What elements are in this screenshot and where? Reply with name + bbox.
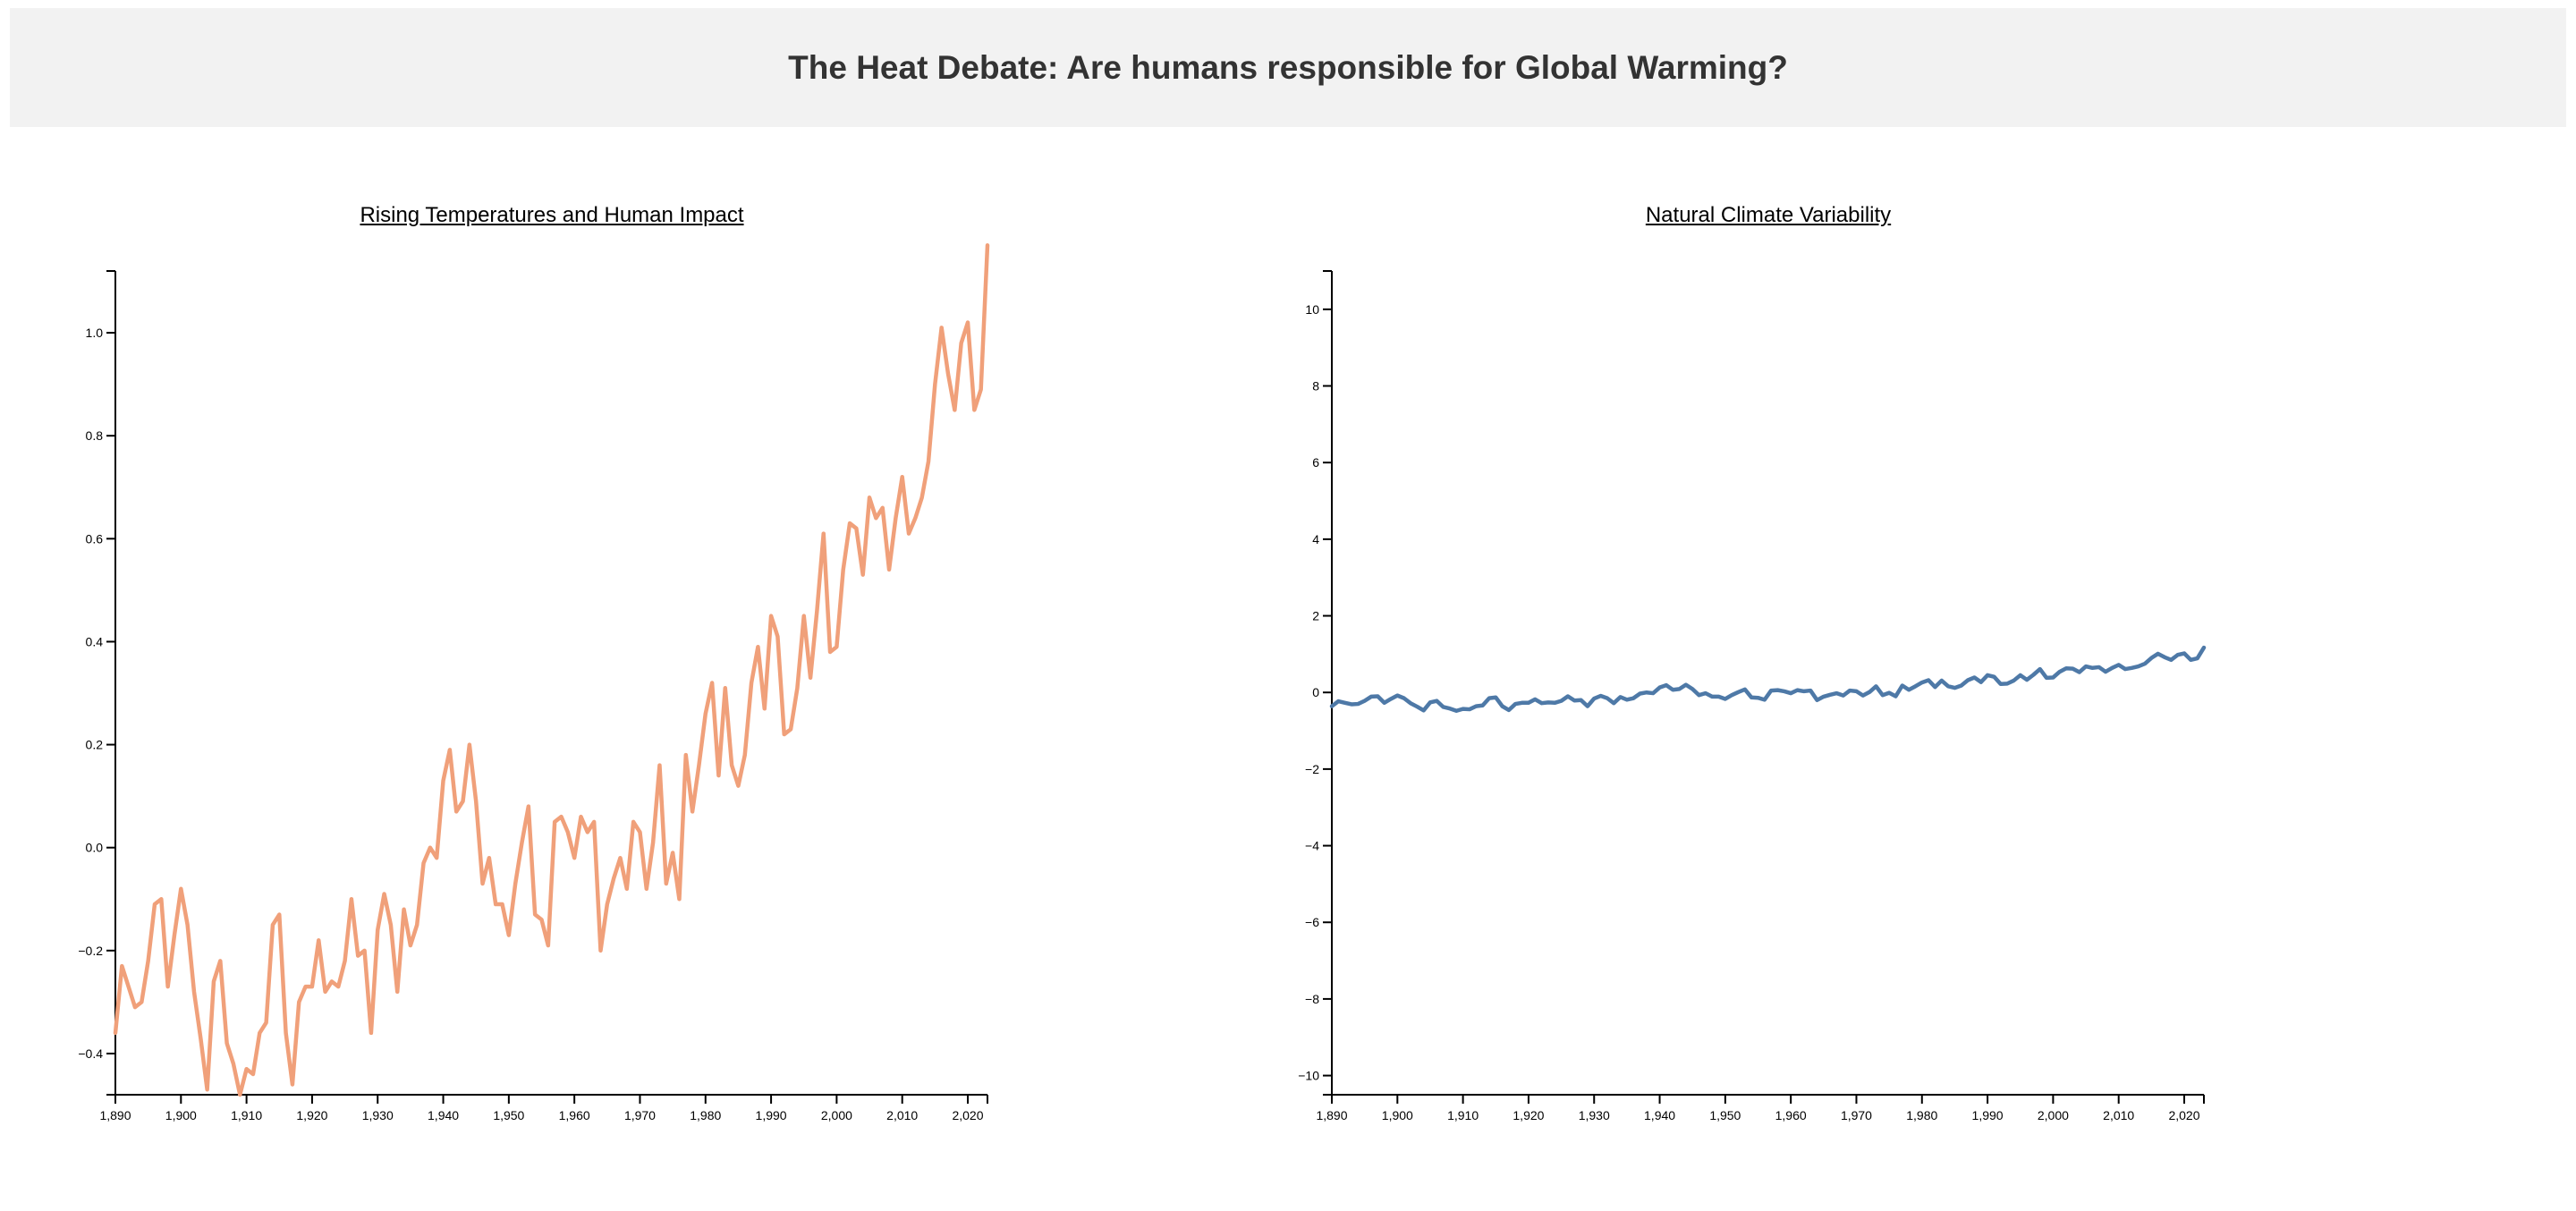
right-chart-x-tick-label: 1,960 xyxy=(1775,1108,1807,1122)
right-chart-x-tick-label: 1,980 xyxy=(1906,1108,1937,1122)
left-chart-y-tick-label: 0.0 xyxy=(86,841,104,855)
page-title: The Heat Debate: Are humans responsible … xyxy=(788,48,1788,86)
right-chart-y-tick-label: 4 xyxy=(1312,532,1319,546)
right-chart-y-tick-label: 8 xyxy=(1312,379,1319,394)
left-chart-x-tick-label: 1,960 xyxy=(559,1108,590,1122)
left-chart-x-tick-label: 1,930 xyxy=(362,1108,394,1122)
right-chart-x-tick-label: 1,990 xyxy=(1972,1108,2004,1122)
right-chart-x-tick-label: 2,000 xyxy=(2038,1108,2069,1122)
right-chart-y-tick-label: 2 xyxy=(1312,609,1319,623)
left-chart-y-tick-label: 0.2 xyxy=(86,738,104,752)
chart-title-natural-variability: Natural Climate Variability xyxy=(1645,203,1892,227)
chart-title-rising-temperatures: Rising Temperatures and Human Impact xyxy=(360,203,744,227)
left-chart-x-tick-label: 2,010 xyxy=(886,1108,918,1122)
right-chart-x-tick-label: 1,930 xyxy=(1579,1108,1610,1122)
natural-variability-chart: −10 −8 −6 −4 −2 0 2 4 6 8 10 1,890 1,900 1,910 1,920 1,… xyxy=(1298,270,2207,1122)
left-chart-x-tick-label: 1,980 xyxy=(690,1108,721,1122)
right-chart-x-tick-label: 2,010 xyxy=(2103,1108,2134,1122)
left-chart-x-tick-label: 1,910 xyxy=(231,1108,262,1122)
right-chart-x-tick-label: 1,900 xyxy=(1382,1108,1413,1122)
page-header: The Heat Debate: Are humans responsible … xyxy=(10,8,2566,127)
right-chart-y-tick-label: −2 xyxy=(1305,762,1319,776)
right-chart-x-tick-label: 1,920 xyxy=(1513,1108,1544,1122)
left-chart-x-tick-label: 1,890 xyxy=(99,1108,131,1122)
left-chart-x-tick-label: 1,990 xyxy=(756,1108,787,1122)
left-chart-y-tick-label: −0.4 xyxy=(78,1046,103,1061)
left-chart-y-tick-label: 1.0 xyxy=(86,326,104,340)
left-chart-x-tick-label: 1,940 xyxy=(428,1108,459,1122)
left-chart-y-tick-label: 0.8 xyxy=(86,428,104,443)
right-chart-y-tick-label: 0 xyxy=(1312,685,1319,699)
left-chart-x-tick-label: 1,920 xyxy=(296,1108,327,1122)
right-chart-x-tick-label: 1,890 xyxy=(1316,1108,1347,1122)
right-chart-y-tick-label: −6 xyxy=(1305,915,1319,929)
left-chart-x-tick-label: 1,950 xyxy=(493,1108,524,1122)
left-chart-x-tick-label: 1,900 xyxy=(165,1108,197,1122)
left-chart-x-tick-label: 2,000 xyxy=(821,1108,852,1122)
left-chart-x-tick-label: 1,970 xyxy=(624,1108,656,1122)
right-chart-y-tick-label: −10 xyxy=(1298,1069,1319,1083)
right-chart-x-tick-label: 1,910 xyxy=(1447,1108,1479,1122)
left-chart-y-tick-label: −0.2 xyxy=(78,944,103,958)
right-chart-x-tick-label: 1,970 xyxy=(1841,1108,1872,1122)
right-chart-y-tick-label: 10 xyxy=(1305,302,1319,317)
right-chart-y-tick-label: −4 xyxy=(1305,839,1319,853)
left-chart-series-line xyxy=(113,242,990,1097)
right-chart-series-line xyxy=(1329,645,2207,714)
rising-temperatures-chart: −0.4 −0.2 0.0 0.2 0.4 0.6 0.8 1.0 1,890 1,900 1,91… xyxy=(78,242,990,1122)
left-chart-y-tick-label: 0.4 xyxy=(86,634,104,648)
right-chart-x-tick-label: 1,940 xyxy=(1644,1108,1675,1122)
right-chart-y-tick-label: −8 xyxy=(1305,992,1319,1006)
right-chart-x-tick-label: 1,950 xyxy=(1709,1108,1741,1122)
left-chart-y-tick-label: 0.6 xyxy=(86,531,104,546)
left-chart-x-tick-label: 2,020 xyxy=(952,1108,983,1122)
right-chart-x-tick-label: 2,020 xyxy=(2168,1108,2199,1122)
right-chart-y-tick-label: 6 xyxy=(1312,455,1319,470)
